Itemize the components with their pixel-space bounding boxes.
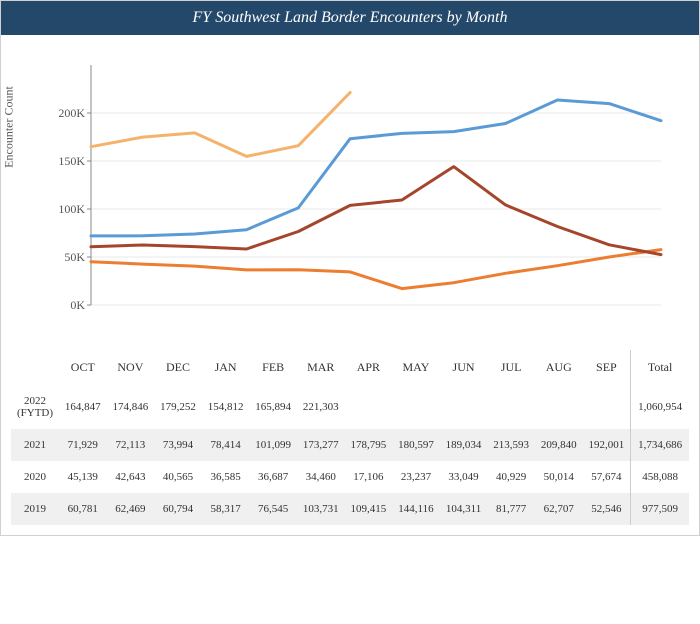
table-cell: 164,847: [59, 385, 107, 429]
table-cell: 104,311: [440, 493, 488, 525]
table-cell: 192,001: [583, 429, 631, 461]
table-cell: 154,812: [202, 385, 250, 429]
y-axis-label: Encounter Count: [2, 86, 17, 168]
chart-container: FY Southwest Land Border Encounters by M…: [0, 0, 700, 536]
series-2022: [91, 93, 350, 157]
col-header: DEC: [154, 350, 202, 385]
table-cell: 209,840: [535, 429, 583, 461]
table-cell: 36,687: [249, 461, 297, 493]
table-cell: 60,781: [59, 493, 107, 525]
table-cell: 34,460: [297, 461, 345, 493]
table-cell: 42,643: [107, 461, 155, 493]
table-cell: [392, 385, 440, 429]
row-total: 1,734,686: [631, 429, 689, 461]
col-header: NOV: [107, 350, 155, 385]
table-cell: [583, 385, 631, 429]
col-header: MAY: [392, 350, 440, 385]
series-2019: [91, 167, 661, 255]
table-row: 202171,92972,11373,99478,414101,099173,2…: [11, 429, 689, 461]
table-cell: 17,106: [345, 461, 393, 493]
col-header: SEP: [583, 350, 631, 385]
col-header-total: Total: [631, 350, 689, 385]
row-label: 2020: [11, 461, 59, 493]
table-cell: 36,585: [202, 461, 250, 493]
table-cell: 76,545: [249, 493, 297, 525]
row-total: 458,088: [631, 461, 689, 493]
table-cell: 103,731: [297, 493, 345, 525]
table-cell: 144,116: [392, 493, 440, 525]
table-header-row: OCTNOVDECJANFEBMARAPRMAYJUNJULAUGSEPTota…: [11, 350, 689, 385]
table-cell: 62,469: [107, 493, 155, 525]
row-total: 977,509: [631, 493, 689, 525]
table-cell: 23,237: [392, 461, 440, 493]
col-header: OCT: [59, 350, 107, 385]
table-cell: 33,049: [440, 461, 488, 493]
table-cell: 60,794: [154, 493, 202, 525]
table-cell: 40,565: [154, 461, 202, 493]
table-cell: 40,929: [487, 461, 535, 493]
svg-text:200K: 200K: [58, 106, 85, 120]
table-cell: 58,317: [202, 493, 250, 525]
data-table: OCTNOVDECJANFEBMARAPRMAYJUNJULAUGSEPTota…: [11, 350, 689, 525]
row-label: 2019: [11, 493, 59, 525]
table-cell: 213,593: [487, 429, 535, 461]
table-cell: 62,707: [535, 493, 583, 525]
table-body: 2022 (FYTD)164,847174,846179,252154,8121…: [11, 385, 689, 525]
col-header: JUN: [440, 350, 488, 385]
col-header: APR: [345, 350, 393, 385]
table-cell: 52,546: [583, 493, 631, 525]
table-corner: [11, 350, 59, 385]
chart-area: Encounter Count 0K 50K 100K 150K 200K: [1, 35, 699, 350]
table-row: 202045,13942,64340,56536,58536,68734,460…: [11, 461, 689, 493]
col-header: FEB: [249, 350, 297, 385]
table-row: 2022 (FYTD)164,847174,846179,252154,8121…: [11, 385, 689, 429]
table-cell: 180,597: [392, 429, 440, 461]
col-header: JUL: [487, 350, 535, 385]
table-row: 201960,78162,46960,79458,31776,545103,73…: [11, 493, 689, 525]
table-cell: 165,894: [249, 385, 297, 429]
svg-text:100K: 100K: [58, 202, 85, 216]
data-table-wrap: OCTNOVDECJANFEBMARAPRMAYJUNJULAUGSEPTota…: [1, 350, 699, 535]
col-header: JAN: [202, 350, 250, 385]
table-cell: 57,674: [583, 461, 631, 493]
row-label: 2022 (FYTD): [11, 385, 59, 429]
table-cell: 174,846: [107, 385, 155, 429]
table-cell: 78,414: [202, 429, 250, 461]
table-cell: 173,277: [297, 429, 345, 461]
table-cell: 81,777: [487, 493, 535, 525]
svg-text:50K: 50K: [64, 250, 85, 264]
table-cell: [440, 385, 488, 429]
table-cell: 71,929: [59, 429, 107, 461]
svg-text:150K: 150K: [58, 154, 85, 168]
table-cell: 189,034: [440, 429, 488, 461]
col-header: MAR: [297, 350, 345, 385]
table-cell: 109,415: [345, 493, 393, 525]
table-cell: 72,113: [107, 429, 155, 461]
row-total: 1,060,954: [631, 385, 689, 429]
table-cell: 178,795: [345, 429, 393, 461]
table-cell: 50,014: [535, 461, 583, 493]
series-2021: [91, 100, 661, 236]
table-cell: 101,099: [249, 429, 297, 461]
chart-title: FY Southwest Land Border Encounters by M…: [1, 1, 699, 35]
table-cell: [345, 385, 393, 429]
table-cell: [487, 385, 535, 429]
table-cell: 73,994: [154, 429, 202, 461]
table-cell: 45,139: [59, 461, 107, 493]
table-cell: [535, 385, 583, 429]
col-header: AUG: [535, 350, 583, 385]
table-cell: 179,252: [154, 385, 202, 429]
svg-text:0K: 0K: [70, 298, 85, 312]
series-2020: [91, 250, 661, 289]
table-cell: 221,303: [297, 385, 345, 429]
line-chart: 0K 50K 100K 150K 200K: [51, 55, 671, 335]
row-label: 2021: [11, 429, 59, 461]
